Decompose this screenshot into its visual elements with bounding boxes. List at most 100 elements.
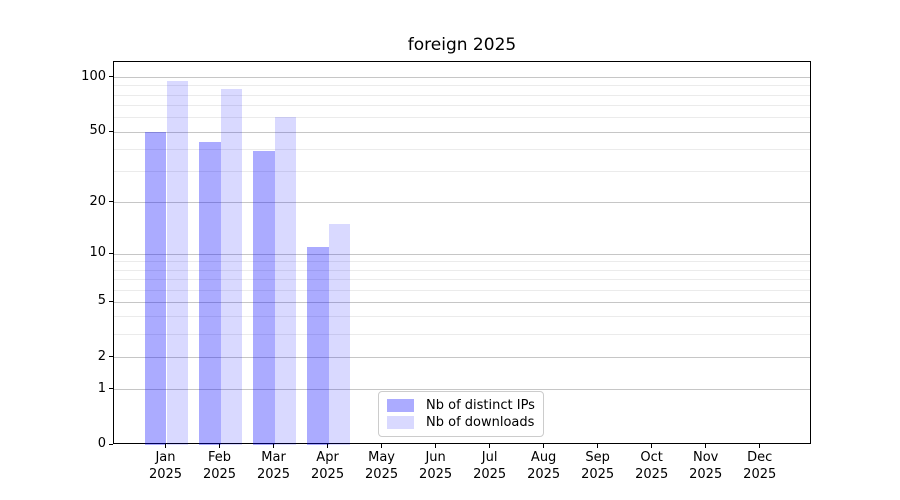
major-gridline xyxy=(114,131,810,133)
x-tick-month: Oct xyxy=(640,450,663,465)
x-tick-label: Mar 2025 xyxy=(242,449,306,483)
y-tick-label: 0 xyxy=(97,436,106,451)
x-tick-month: May xyxy=(368,450,396,465)
x-tick-mark xyxy=(651,444,653,448)
x-tick-label: Dec 2025 xyxy=(728,449,792,483)
x-tick-year: 2025 xyxy=(527,467,561,482)
minor-gridline xyxy=(114,117,810,119)
minor-gridline xyxy=(114,148,810,150)
x-tick-month: Apr xyxy=(316,450,339,465)
legend-item: Nb of distinct IPs xyxy=(387,398,535,413)
x-tick-label: Nov 2025 xyxy=(674,449,738,483)
legend: Nb of distinct IPs Nb of downloads xyxy=(378,391,544,437)
minor-gridline xyxy=(114,105,810,107)
plot-area xyxy=(113,61,811,445)
x-tick-label: Jun 2025 xyxy=(404,449,468,483)
x-tick-mark xyxy=(219,444,221,448)
x-tick-month: Sep xyxy=(585,450,610,465)
chart-title: foreign 2025 xyxy=(407,35,517,55)
y-tick-mark xyxy=(109,76,113,78)
x-tick-label: Jan 2025 xyxy=(134,449,198,483)
x-tick-month: Feb xyxy=(208,450,232,465)
x-tick-label: Jul 2025 xyxy=(458,449,522,483)
x-tick-year: 2025 xyxy=(689,467,723,482)
x-tick-mark xyxy=(489,444,491,448)
x-tick-mark xyxy=(165,444,166,448)
x-tick-year: 2025 xyxy=(581,467,615,482)
x-tick-label: Apr 2025 xyxy=(296,449,360,483)
x-tick-mark xyxy=(759,444,761,448)
y-tick-mark xyxy=(109,300,113,302)
x-tick-year: 2025 xyxy=(148,467,183,482)
x-tick-year: 2025 xyxy=(365,467,399,482)
x-tick-mark xyxy=(381,444,383,448)
minor-gridline xyxy=(114,334,810,336)
major-gridline xyxy=(114,202,810,204)
bar-distinct-ips-feb xyxy=(198,142,221,445)
x-tick-mark xyxy=(705,444,707,448)
x-tick-month: Nov xyxy=(693,450,719,465)
x-tick-year: 2025 xyxy=(635,467,669,482)
legend-swatch-nb-of-downloads xyxy=(387,416,414,429)
y-tick-label: 2 xyxy=(97,348,106,364)
x-tick-year: 2025 xyxy=(202,467,237,482)
x-tick-year: 2025 xyxy=(419,467,453,482)
minor-gridline xyxy=(114,316,810,318)
x-tick-month: Jan xyxy=(155,450,176,465)
x-tick-month: Jul xyxy=(481,450,498,465)
y-tick-mark xyxy=(109,252,113,254)
major-gridline xyxy=(114,357,810,359)
bar-distinct-ips-jan xyxy=(144,132,167,445)
x-tick-mark xyxy=(597,444,599,448)
x-tick-label: Sep 2025 xyxy=(566,449,630,483)
major-gridline xyxy=(114,77,810,79)
x-tick-year: 2025 xyxy=(311,467,345,482)
minor-gridline xyxy=(114,171,810,173)
minor-gridline xyxy=(114,261,810,263)
bar-downloads-mar xyxy=(274,116,297,445)
x-tick-month: Mar xyxy=(261,450,286,465)
bar-downloads-feb xyxy=(220,88,243,445)
minor-gridline xyxy=(114,278,810,280)
x-tick-label: Oct 2025 xyxy=(620,449,684,483)
minor-gridline xyxy=(114,94,810,96)
minor-gridline xyxy=(114,269,810,271)
x-tick-year: 2025 xyxy=(256,467,291,482)
x-tick-month: Dec xyxy=(747,450,773,465)
x-tick-label: Feb 2025 xyxy=(188,449,252,483)
y-tick-label: 20 xyxy=(89,193,106,209)
major-gridline xyxy=(114,301,810,303)
y-tick-mark xyxy=(109,388,113,390)
y-tick-label: 1 xyxy=(97,380,106,396)
minor-gridline xyxy=(114,85,810,87)
major-gridline xyxy=(114,389,810,391)
bar-distinct-ips-mar xyxy=(252,151,275,445)
y-tick-mark xyxy=(109,356,113,358)
x-tick-year: 2025 xyxy=(473,467,507,482)
legend-label: Nb of downloads xyxy=(426,415,535,430)
minor-gridline xyxy=(114,289,810,291)
y-tick-label: 10 xyxy=(89,245,106,261)
y-tick-mark xyxy=(109,201,113,203)
bar-distinct-ips-apr xyxy=(306,247,329,445)
x-tick-label: Aug 2025 xyxy=(512,449,576,483)
x-tick-year: 2025 xyxy=(743,467,777,482)
y-tick-mark xyxy=(109,130,113,132)
y-tick-label: 100 xyxy=(81,68,106,84)
x-tick-month: Aug xyxy=(530,450,557,465)
x-tick-mark xyxy=(543,444,545,448)
y-tick-mark xyxy=(109,443,113,445)
legend-item: Nb of downloads xyxy=(387,415,535,430)
x-tick-month: Jun xyxy=(425,450,446,465)
bar-downloads-jan xyxy=(166,80,189,445)
legend-label: Nb of distinct IPs xyxy=(426,398,535,413)
legend-swatch-nb-of-distinct-ips xyxy=(387,399,414,412)
x-tick-mark xyxy=(273,444,275,448)
y-tick-label: 50 xyxy=(89,123,106,139)
y-tick-label: 5 xyxy=(97,293,106,309)
x-tick-mark xyxy=(435,444,437,448)
x-tick-mark xyxy=(327,444,329,448)
major-gridline xyxy=(114,253,810,255)
bar-downloads-apr xyxy=(328,224,351,445)
